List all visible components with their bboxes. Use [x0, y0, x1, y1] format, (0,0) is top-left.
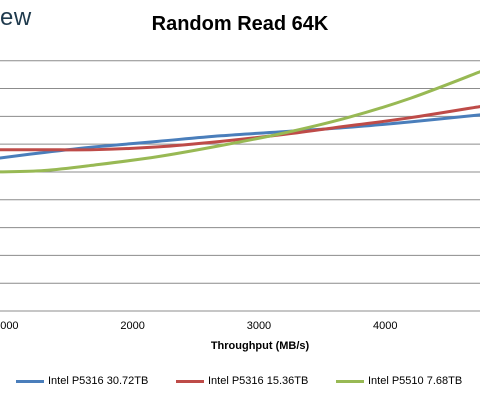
- series-line: [0, 113, 480, 160]
- chart-legend: Intel P5316 30.72TB Intel P5316 15.36TB In…: [0, 373, 480, 389]
- x-tick-label: 1000: [0, 320, 19, 332]
- x-tick-label: 3000: [247, 320, 271, 332]
- legend-item: Intel P5316 15.36TB: [176, 373, 308, 389]
- legend-swatch: [176, 379, 204, 383]
- series-lines: [0, 70, 480, 174]
- x-axis-ticks: 1000 2000 3000 4000: [0, 320, 398, 332]
- legend-label: Intel P5510 7.68TB: [368, 375, 463, 387]
- legend-item: Intel P5510 7.68TB: [336, 373, 462, 389]
- series-line: [0, 70, 480, 174]
- chart-title: Random Read 64K: [151, 13, 329, 35]
- legend-swatch: [16, 379, 44, 383]
- legend-swatch: [336, 379, 364, 383]
- gridlines: [0, 60, 480, 312]
- x-axis-label: Throughput (MB/s): [211, 340, 310, 352]
- series-line: [0, 105, 480, 152]
- brand-logo-fragment: ew: [0, 4, 32, 31]
- x-tick-label: 2000: [120, 320, 144, 332]
- x-tick-label: 4000: [373, 320, 397, 332]
- legend-item: Intel P5316 30.72TB: [16, 373, 148, 389]
- legend-label: Intel P5316 15.36TB: [208, 375, 309, 387]
- legend-label: Intel P5316 30.72TB: [48, 375, 149, 387]
